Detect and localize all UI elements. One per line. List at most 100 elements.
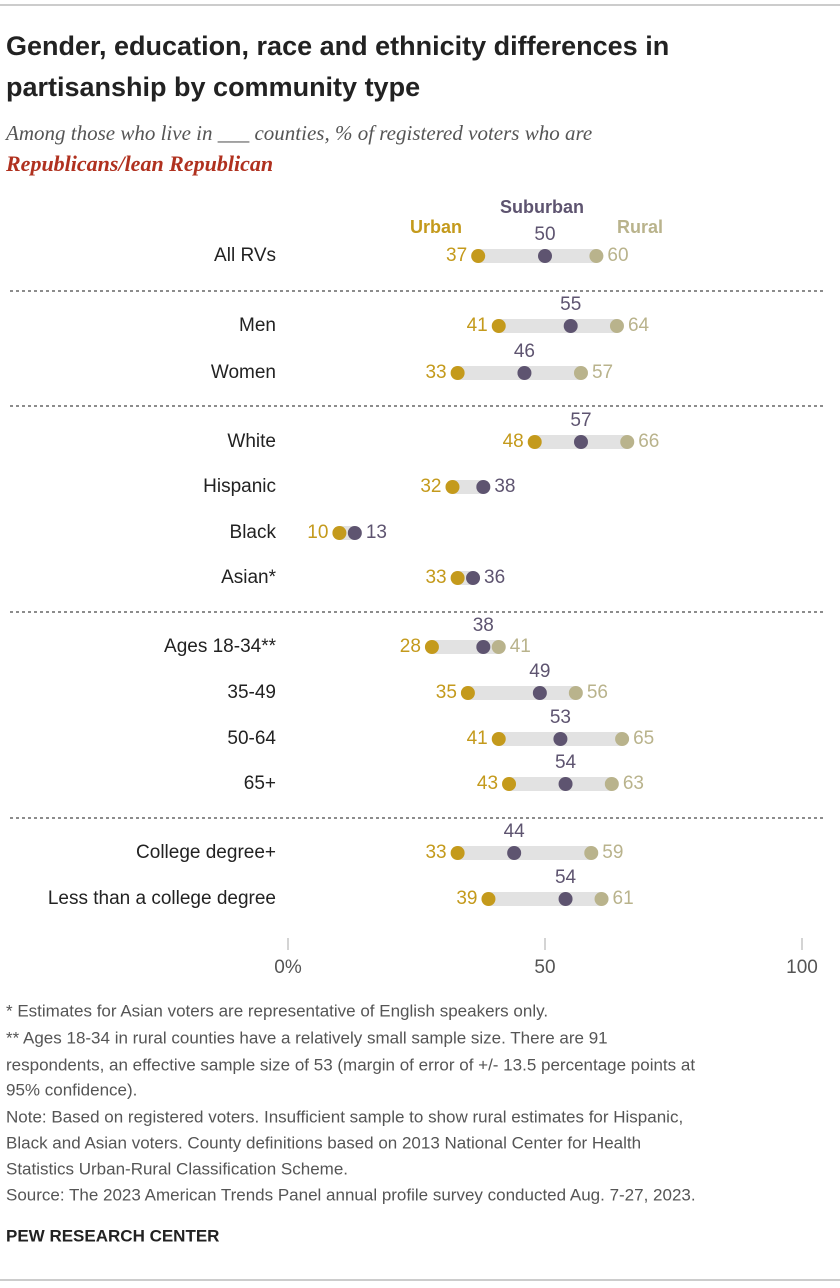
value-label: 33	[425, 362, 446, 383]
row-label: All RVs	[214, 245, 276, 266]
value-label: 50	[534, 224, 555, 245]
footnote: Statistics Urban-Rural Classification Sc…	[6, 1159, 348, 1178]
footnote: * Estimates for Asian voters are represe…	[6, 1001, 548, 1020]
dot	[507, 846, 522, 860]
dot	[594, 892, 609, 906]
row-label: Hispanic	[203, 476, 276, 497]
dot	[471, 249, 486, 263]
row-label: Men	[239, 315, 276, 336]
dot	[491, 640, 506, 654]
subtitle: Among those who live in ___ counties, % …	[4, 121, 592, 145]
value-label: 33	[425, 842, 446, 863]
legend-label: Suburban	[500, 197, 584, 217]
value-label: 48	[503, 431, 524, 452]
source-org: PEW RESEARCH CENTER	[6, 1226, 219, 1245]
value-label: 38	[494, 476, 515, 497]
x-tick-label: 50	[534, 957, 555, 978]
value-label: 66	[638, 431, 659, 452]
row-label: 50-64	[227, 728, 276, 749]
row-label: College degree+	[136, 842, 276, 863]
x-tick-label: 0%	[274, 957, 302, 978]
value-label: 61	[613, 888, 634, 909]
dot	[558, 777, 573, 791]
row-label: Less than a college degree	[48, 888, 276, 909]
value-label: 35	[436, 682, 457, 703]
value-label: 54	[555, 752, 577, 773]
chart-title: Gender, education, race and ethnicity di…	[6, 31, 669, 61]
chart-title: partisanship by community type	[6, 72, 420, 102]
row-label: 35-49	[227, 682, 276, 703]
dot	[589, 249, 604, 263]
dot	[481, 892, 496, 906]
dot	[332, 526, 347, 540]
dot	[538, 249, 552, 263]
dot	[609, 319, 624, 333]
value-label: 13	[366, 522, 387, 543]
dot	[347, 526, 362, 540]
dot	[573, 435, 588, 449]
value-label: 57	[592, 362, 613, 383]
dot	[445, 480, 460, 494]
dividers	[10, 290, 826, 819]
row-label: Asian*	[221, 567, 277, 588]
footnote: respondents, an effective sample size of…	[6, 1055, 695, 1074]
value-label: 43	[477, 773, 498, 794]
row-label: Ages 18-34**	[164, 636, 277, 657]
dot	[517, 366, 532, 380]
dot	[573, 366, 588, 380]
dot	[563, 319, 578, 333]
footnote: Note: Based on registered voters. Insuff…	[6, 1107, 683, 1126]
value-label: 37	[446, 245, 467, 266]
row-label: 65+	[244, 773, 276, 794]
value-label: 41	[467, 728, 488, 749]
dot	[476, 640, 491, 654]
value-label: 32	[420, 476, 441, 497]
legend-label: Urban	[410, 217, 462, 237]
dot	[620, 435, 635, 449]
value-label: 57	[570, 410, 591, 431]
footnote: 95% confidence).	[6, 1080, 137, 1099]
value-label: 54	[555, 867, 577, 888]
value-label: 38	[473, 615, 494, 636]
dot	[491, 732, 506, 746]
dot	[460, 686, 475, 700]
dot	[615, 732, 630, 746]
dot	[568, 686, 583, 700]
value-label: 65	[633, 728, 654, 749]
dot	[532, 686, 547, 700]
value-label: 59	[602, 842, 623, 863]
value-label: 63	[623, 773, 644, 794]
row-label: Women	[211, 362, 276, 383]
dot	[584, 846, 599, 860]
dot	[476, 480, 491, 494]
value-label: 49	[529, 661, 550, 682]
footnote: Black and Asian voters. County definitio…	[6, 1133, 641, 1152]
value-label: 39	[456, 888, 477, 909]
dot	[450, 846, 465, 860]
dot	[491, 319, 506, 333]
value-label: 46	[514, 341, 535, 362]
value-label: 33	[425, 567, 446, 588]
footnote: Source: The 2023 American Trends Panel a…	[6, 1185, 696, 1204]
value-label: 53	[550, 707, 571, 728]
footnote: ** Ages 18-34 in rural counties have a r…	[6, 1028, 608, 1047]
dot	[553, 732, 568, 746]
dot	[604, 777, 619, 791]
value-label: 64	[628, 315, 650, 336]
row-label: White	[227, 431, 276, 452]
subtitle-highlight: Republicans/lean Republican	[5, 151, 273, 176]
row-label: Black	[230, 522, 277, 543]
value-label: 44	[504, 821, 526, 842]
dot	[466, 571, 481, 585]
dot	[450, 571, 465, 585]
dot	[450, 366, 465, 380]
value-label: 55	[560, 294, 581, 315]
value-label: 36	[484, 567, 505, 588]
x-tick-label: 100	[786, 957, 818, 978]
dot	[558, 892, 573, 906]
value-label: 41	[510, 636, 531, 657]
value-label: 41	[467, 315, 488, 336]
value-label: 60	[607, 245, 628, 266]
value-label: 28	[400, 636, 421, 657]
value-label: 10	[307, 522, 328, 543]
